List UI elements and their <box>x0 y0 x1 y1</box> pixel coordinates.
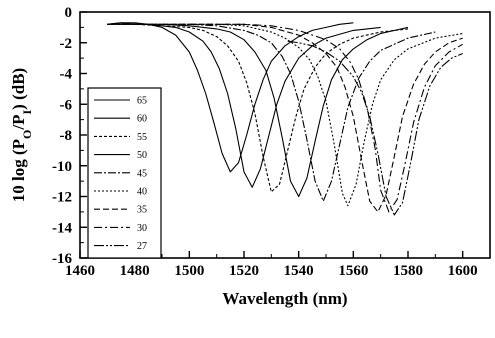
series-lines <box>107 22 463 216</box>
x-tick-label: 1480 <box>120 263 150 279</box>
series-line-27 <box>287 40 463 216</box>
series-line-55 <box>107 23 409 193</box>
series-line-30 <box>189 23 463 213</box>
x-axis-title: Wavelength (nm) <box>222 289 347 308</box>
y-tick-label: -4 <box>60 67 73 83</box>
x-tick-label: 1600 <box>448 263 478 279</box>
legend: 65 60 55 50 45 40 35 30 27 <box>87 87 162 259</box>
legend-label-27: 27 <box>137 241 147 252</box>
y-tick-label: -2 <box>60 36 73 52</box>
series-line-50 <box>107 23 409 198</box>
x-tick-label: 1560 <box>338 263 368 279</box>
x-tick-label: 1520 <box>229 263 259 279</box>
y-tick-label: -12 <box>52 190 72 206</box>
y-tick-label: -8 <box>60 128 73 144</box>
y-tick-label: -16 <box>52 251 72 267</box>
y-tick-label: 0 <box>65 5 73 21</box>
y-axis-title: 10 log (PO/PI) (dB) <box>9 68 34 202</box>
y-axis-title-sub-i: I <box>20 109 34 114</box>
x-tick-label: 1460 <box>65 263 95 279</box>
legend-label-65: 65 <box>137 96 147 107</box>
series-line-65 <box>107 22 354 173</box>
legend-label-35: 35 <box>137 205 147 216</box>
legend-label-30: 30 <box>137 223 147 234</box>
y-axis-title-sub-o: O <box>20 130 34 139</box>
x-tick-label: 1580 <box>393 263 423 279</box>
series-line-35 <box>162 23 463 213</box>
series-line-40 <box>134 23 463 207</box>
x-tick-label: 1540 <box>284 263 314 279</box>
legend-label-45: 45 <box>137 168 147 179</box>
axis-ticks <box>79 11 464 259</box>
legend-label-55: 55 <box>137 132 147 143</box>
tick-labels: 1460 1480 1500 1520 1540 1560 1580 1600 0 -2 -4 -6 -… <box>52 5 478 279</box>
legend-label-40: 40 <box>137 187 147 198</box>
series-line-45 <box>107 23 436 202</box>
legend-items: 65 60 55 50 45 40 35 30 27 <box>94 96 147 252</box>
legend-label-50: 50 <box>137 150 147 161</box>
legend-label-60: 60 <box>137 114 147 125</box>
y-tick-label: -6 <box>60 97 73 113</box>
y-tick-label: -10 <box>52 159 72 175</box>
y-tick-label: -14 <box>52 220 72 236</box>
x-tick-label: 1500 <box>174 263 204 279</box>
